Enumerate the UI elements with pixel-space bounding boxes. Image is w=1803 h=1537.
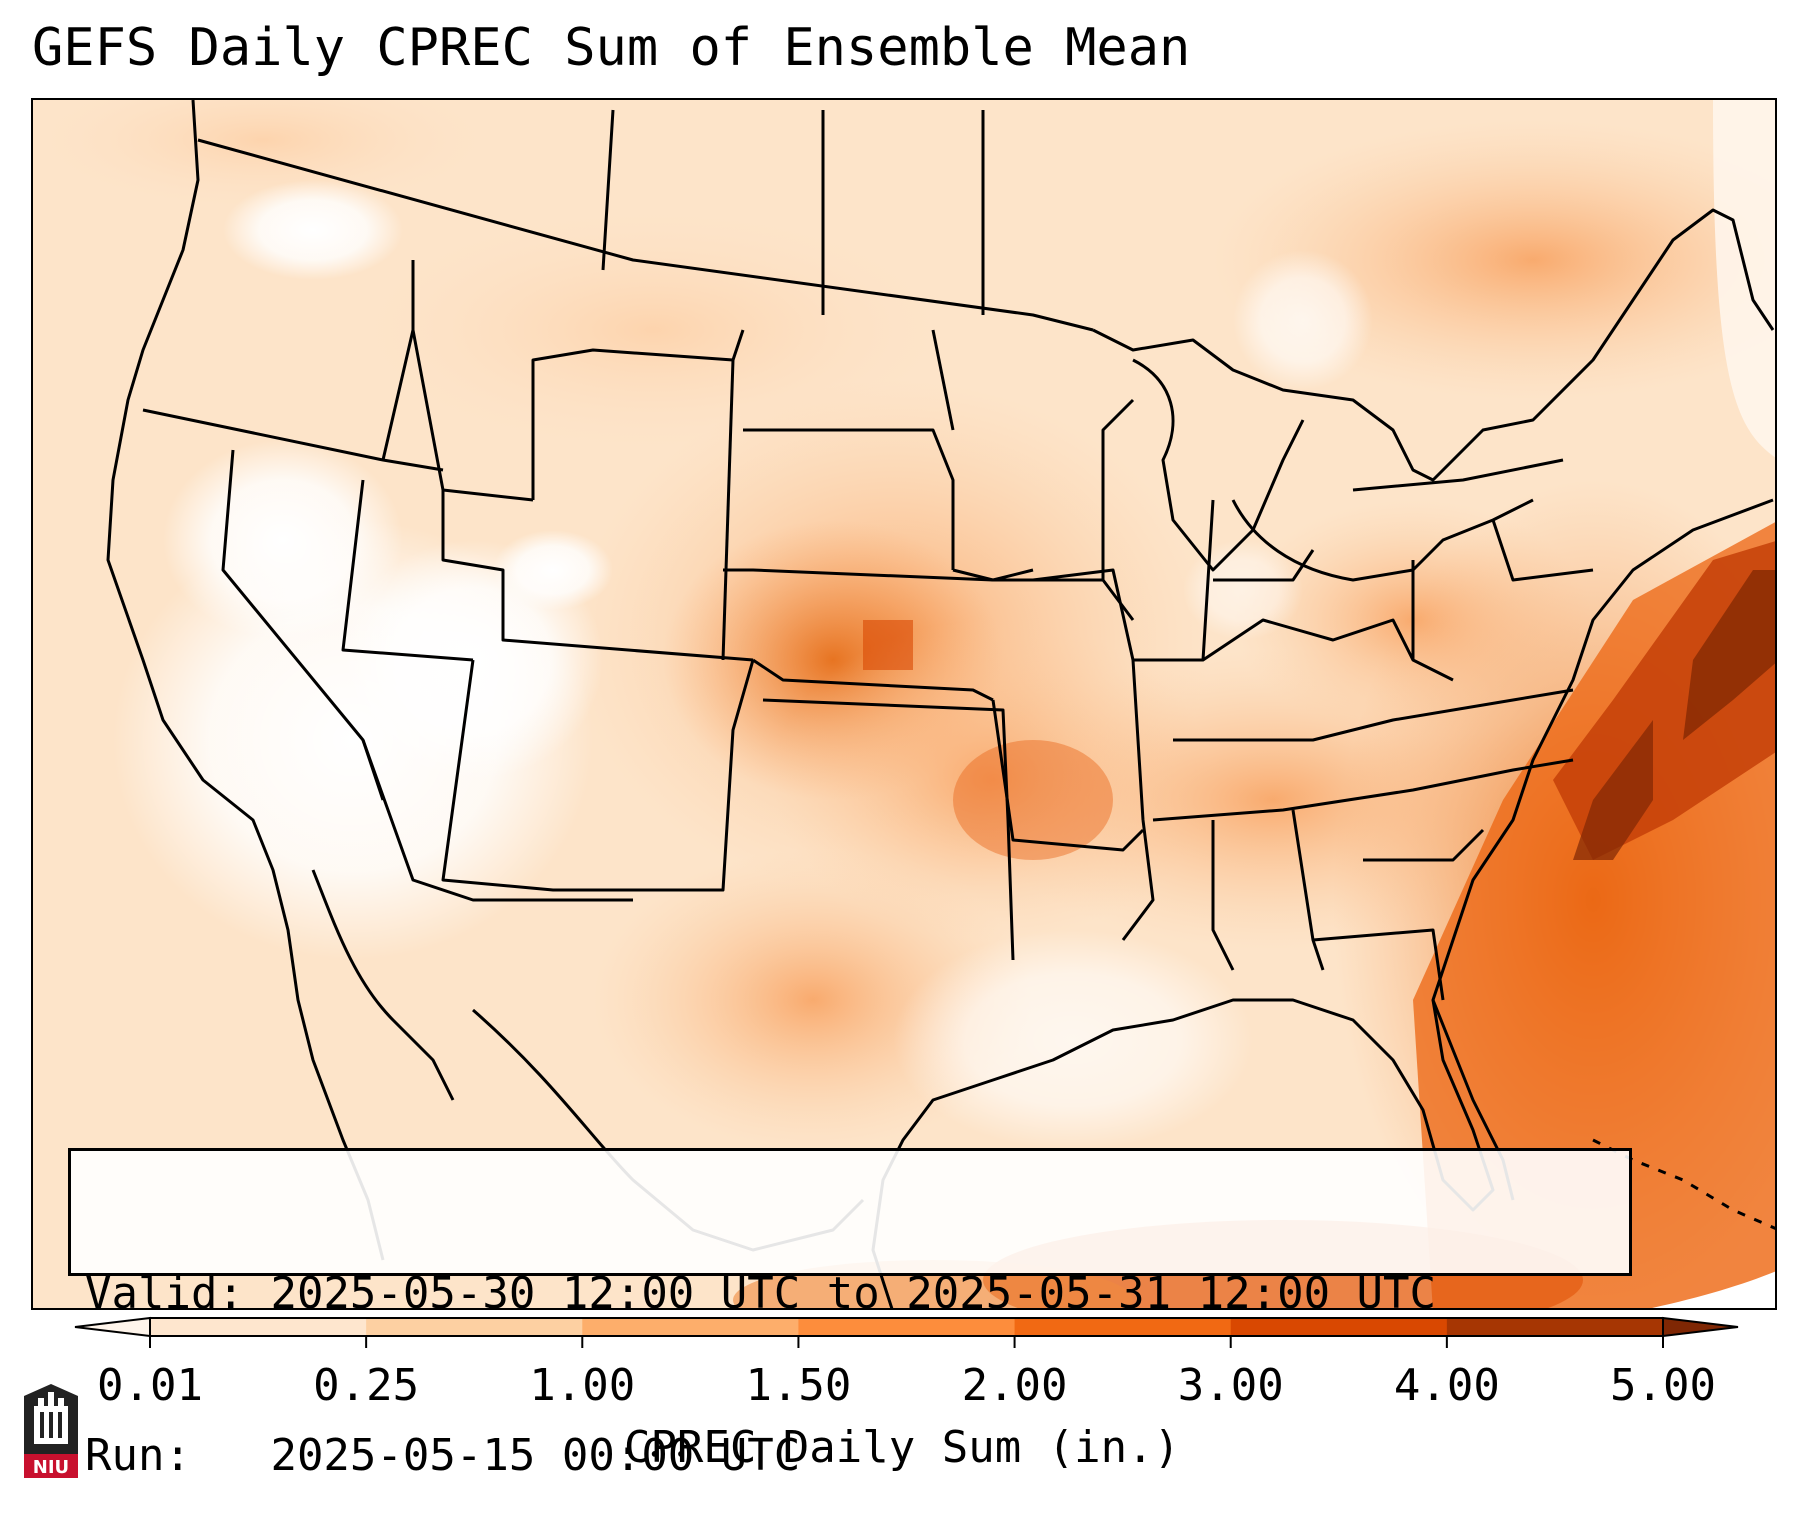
colorbar-extend-min [74,1316,151,1338]
colorbar-segment [1230,1318,1448,1336]
colorbar-segment [582,1318,799,1336]
valid-value: 2025-05-30 12:00 UTC to 2025-05-31 12:00… [270,1268,1437,1319]
colorbar-segment [1014,1318,1232,1336]
precip-field [33,100,1775,1308]
colorbar-ticks [149,1336,1664,1348]
valid-label: Valid: [85,1268,244,1319]
colorbar-tick-label: 4.00 [1393,1360,1500,1411]
colorbar-segment [366,1318,583,1336]
colorbar-tick-label: 5.00 [1610,1360,1716,1411]
colorbar-label: CPREC Daily Sum (in.) [623,1422,1181,1473]
valid-run-info-box: Valid: 2025-05-30 12:00 UTC to 2025-05-3… [68,1148,1632,1481]
colorbar-outline [149,1317,1664,1337]
colorbar-segment [150,1318,367,1336]
precip-map [31,98,1777,1310]
map-canvas [33,100,1775,1308]
niu-castle-icon: NIU [24,1384,78,1478]
run-value: 2025-05-15 00:00 UTC [270,1430,801,1481]
page-title: GEFS Daily CPREC Sum of Ensemble Mean [32,18,1191,78]
run-row: Run: 2025-05-15 00:00 UTC [85,1429,1629,1483]
logo-text: NIU [33,1457,69,1478]
colorbar-segment [798,1318,1016,1336]
colorbar [74,1316,1739,1348]
colorbar-tick-label: 0.25 [313,1360,420,1411]
colorbar-tick-label: 0.01 [97,1360,203,1411]
valid-row: Valid: 2025-05-30 12:00 UTC to 2025-05-3… [85,1267,1629,1321]
colorbar-tick-label: 1.00 [529,1360,636,1411]
colorbar-tick-label: 1.50 [745,1360,852,1411]
colorbar-tick-label: 3.00 [1177,1360,1284,1411]
colorbar-extend-max [1662,1316,1739,1338]
run-label: Run: [85,1430,191,1481]
colorbar-segments [74,1316,1739,1338]
colorbar-tick-label: 2.00 [961,1360,1068,1411]
colorbar-segment [1446,1318,1664,1336]
